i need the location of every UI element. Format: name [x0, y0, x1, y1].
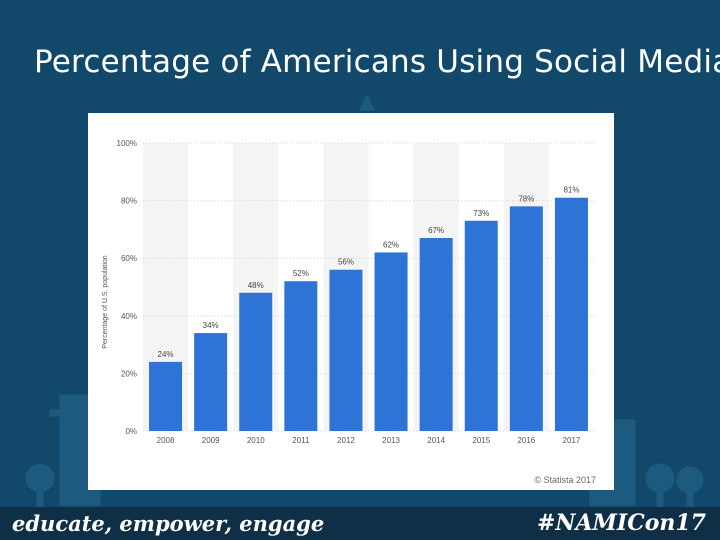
bar: [194, 333, 228, 431]
footer-tagline: educate, empower, engage: [12, 511, 325, 536]
bar: [464, 220, 498, 431]
x-tick-label: 2011: [292, 436, 310, 445]
data-label: 67%: [428, 226, 444, 235]
data-label: 56%: [338, 258, 354, 267]
y-tick-label: 40%: [121, 312, 137, 321]
x-tick-label: 2015: [472, 436, 490, 445]
y-tick-labels: 0% 20% 40% 60% 80% 100%: [117, 139, 137, 436]
y-tick-label: 20%: [121, 369, 137, 378]
y-tick-label: 100%: [117, 139, 137, 148]
bar: [329, 269, 363, 431]
bar: [554, 197, 588, 431]
data-label: 78%: [518, 194, 534, 203]
data-label: 62%: [383, 240, 399, 249]
bar: [509, 206, 543, 431]
source-credit: © Statista 2017: [534, 475, 596, 485]
y-tick-label: 80%: [121, 197, 137, 206]
data-label: 52%: [293, 269, 309, 278]
x-tick-label: 2009: [202, 436, 220, 445]
x-tick-label: 2008: [157, 436, 175, 445]
x-tick-labels: 2008 2009 2010 2011 2012 2013 2014 2015 2016 2017: [157, 436, 581, 445]
chart-bars: 24% 34% 48% 52% 56% 62% 67% 73% 78% 81%: [149, 186, 588, 431]
x-tick-label: 2013: [382, 436, 400, 445]
bar: [239, 292, 273, 431]
data-label: 24%: [158, 350, 174, 359]
x-tick-label: 2016: [517, 436, 535, 445]
data-label: 48%: [248, 281, 264, 290]
y-axis-title: Percentage of U.S. population: [102, 255, 109, 349]
bar: [419, 238, 453, 431]
x-tick-label: 2014: [427, 436, 445, 445]
y-tick-label: 60%: [121, 254, 137, 263]
slide-title: Percentage of Americans Using Social Med…: [34, 44, 720, 80]
x-tick-label: 2012: [337, 436, 355, 445]
bar: [284, 281, 318, 431]
data-label: 73%: [473, 209, 489, 218]
y-tick-label: 0%: [125, 427, 137, 436]
footer-hashtag: #NAMICon17: [536, 510, 706, 536]
footer-bar: educate, empower, engage #NAMICon17: [0, 507, 720, 540]
bar: [374, 252, 408, 431]
x-tick-label: 2010: [247, 436, 265, 445]
bar-chart: Percentage of U.S. population 0% 20% 40% 60…: [102, 139, 596, 485]
data-label: 34%: [203, 321, 219, 330]
chart-card: Percentage of U.S. population 0% 20% 40% 60…: [88, 113, 614, 490]
x-tick-label: 2017: [563, 436, 581, 445]
data-label: 81%: [563, 186, 579, 195]
bar: [149, 361, 183, 431]
